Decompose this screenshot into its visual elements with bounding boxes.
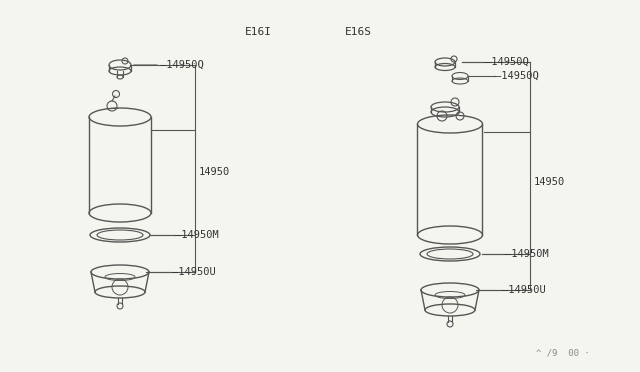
Text: —14950U: —14950U xyxy=(172,267,216,277)
Text: —14950Q: —14950Q xyxy=(495,71,539,81)
Text: —14950U: —14950U xyxy=(502,285,546,295)
Text: ^ /9  00 ·: ^ /9 00 · xyxy=(536,348,590,357)
Text: E16S: E16S xyxy=(344,27,371,37)
Text: —14950M: —14950M xyxy=(505,249,548,259)
Text: —14950M: —14950M xyxy=(175,230,219,240)
Text: —14950Q: —14950Q xyxy=(485,57,529,67)
Text: E16I: E16I xyxy=(244,27,271,37)
Text: 14950: 14950 xyxy=(534,177,565,187)
Text: 14950: 14950 xyxy=(199,167,230,177)
Text: —14950Q: —14950Q xyxy=(160,60,204,70)
